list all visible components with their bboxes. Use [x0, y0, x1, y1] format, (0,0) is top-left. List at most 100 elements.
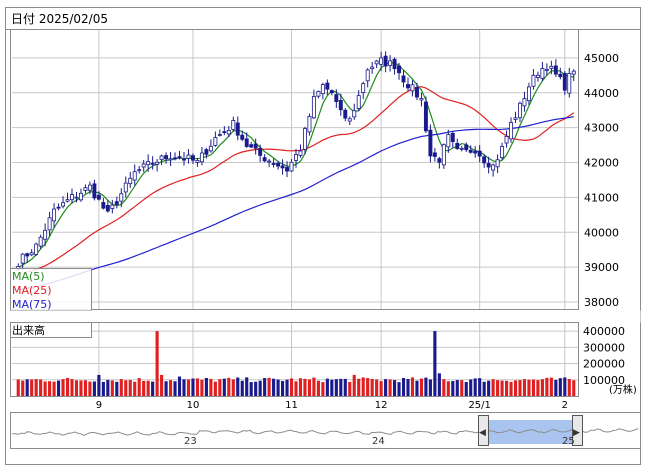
candle-body	[298, 150, 303, 156]
candle-body	[343, 109, 348, 119]
volume-bar	[222, 378, 226, 396]
volume-bar	[52, 381, 56, 396]
volume-bar	[330, 379, 334, 396]
candle-body	[137, 169, 142, 172]
candle-body	[482, 156, 487, 164]
volume-bar	[482, 381, 486, 396]
candle-body	[38, 236, 43, 247]
navigator-label-23: 23	[184, 436, 197, 447]
price-panel[interactable]: 38000 39000 40000 41000 42000 43000 44000 45000…	[10, 29, 620, 325]
volume-bar	[303, 378, 307, 396]
volume-bar	[164, 381, 168, 396]
volume-bar	[155, 331, 159, 396]
volume-x-tick-label: 25/1	[468, 400, 490, 411]
candle-body	[74, 196, 79, 199]
navigator-right-handle[interactable]: ▶	[572, 415, 583, 446]
volume-bar	[267, 377, 271, 396]
candle-body	[83, 187, 88, 191]
volume-bar	[316, 380, 320, 396]
volume-title: 出来高	[12, 323, 45, 337]
candle-body	[231, 120, 236, 130]
candle-body	[419, 98, 424, 101]
volume-bar	[79, 380, 83, 396]
price-y-tick-label: 39000	[584, 261, 619, 274]
volume-bar	[137, 378, 141, 396]
candle-body	[316, 91, 321, 97]
candle-body	[78, 192, 83, 201]
volume-bar	[25, 379, 29, 396]
price-y-tick-label: 45000	[584, 52, 619, 65]
candle-body	[213, 137, 218, 146]
volume-x-tick-label: 2	[562, 400, 568, 411]
candle-body	[132, 171, 137, 181]
candle-body	[128, 177, 133, 185]
volume-y-tick-label: 200000	[583, 358, 625, 371]
volume-bar	[419, 378, 424, 396]
price-plot-area	[10, 29, 579, 310]
price-y-tick-label: 42000	[584, 157, 619, 170]
volume-bar	[424, 377, 428, 396]
candle-body	[173, 157, 178, 160]
range-navigator[interactable]: ◀ ▶ 23 24 25	[10, 412, 641, 449]
candle-body	[509, 122, 514, 140]
volume-bar	[504, 380, 509, 396]
navigator-label-25: 25	[562, 436, 575, 447]
volume-bar	[110, 380, 114, 396]
volume-bars	[16, 331, 576, 396]
candle-body	[226, 130, 231, 135]
volume-bar	[312, 377, 316, 396]
navigator-right-handle-box[interactable]	[572, 415, 583, 446]
candle-body	[271, 162, 276, 165]
candle-body	[110, 204, 115, 209]
volume-bar	[106, 379, 110, 396]
candle-body	[222, 131, 227, 134]
candle-body	[146, 161, 151, 166]
volume-panel[interactable]: 100000 200000 300000 400000 出来高 (万株)	[10, 322, 637, 397]
volume-bar	[433, 331, 437, 396]
price-x-label-strip	[10, 310, 641, 323]
volume-bar	[473, 378, 477, 396]
volume-bar	[191, 378, 195, 396]
volume-bar	[509, 381, 513, 396]
candle-body	[477, 150, 482, 157]
navigator-left-arrow-icon: ◀	[479, 428, 486, 438]
volume-bar	[428, 379, 432, 396]
candle-body	[535, 74, 540, 78]
volume-x-tick-label: 9	[96, 400, 102, 411]
volume-bar	[83, 380, 88, 396]
candle-body	[571, 70, 576, 75]
candle-body	[437, 158, 442, 163]
candle-body	[101, 202, 106, 209]
candle-body	[464, 144, 469, 151]
volume-bar	[119, 379, 123, 396]
volume-bar	[30, 379, 34, 396]
volume-y-axis: 100000 200000 300000 400000	[583, 325, 625, 387]
candle-body	[329, 90, 334, 94]
candle-body	[168, 158, 173, 161]
candle-body	[540, 68, 545, 79]
volume-bar	[34, 379, 38, 396]
candle-body	[150, 162, 155, 165]
volume-bar	[21, 380, 25, 396]
volume-bar	[531, 379, 536, 396]
candle-body	[370, 66, 375, 70]
volume-bar	[213, 381, 217, 396]
candle-body	[190, 155, 195, 161]
navigator-left-handle-box[interactable]	[478, 415, 489, 446]
volume-bar	[92, 381, 96, 396]
navigator-label-24: 24	[372, 436, 385, 447]
navigator-left-handle[interactable]: ◀	[478, 415, 489, 446]
volume-bar	[177, 376, 182, 396]
volume-bar	[195, 378, 200, 396]
candle-body	[320, 84, 325, 95]
volume-bar	[392, 380, 397, 396]
volume-bar	[124, 380, 128, 396]
volume-x-tick-label: 11	[285, 400, 298, 411]
volume-bar	[406, 379, 410, 396]
volume-bar	[487, 380, 491, 396]
volume-bar	[204, 377, 208, 396]
price-y-tick-label: 38000	[584, 296, 619, 309]
volume-bar	[128, 379, 132, 396]
candle-body	[567, 73, 572, 94]
